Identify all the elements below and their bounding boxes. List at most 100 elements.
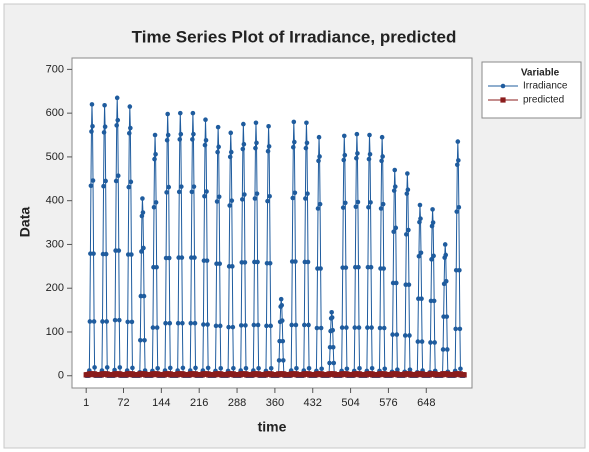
data-point bbox=[238, 323, 244, 328]
data-point bbox=[357, 366, 362, 371]
x-tick-label: 576 bbox=[379, 397, 397, 409]
data-point bbox=[114, 123, 119, 128]
data-point bbox=[226, 264, 232, 269]
data-point bbox=[164, 190, 169, 195]
data-point bbox=[457, 267, 462, 273]
data-point bbox=[353, 264, 358, 270]
data-point bbox=[142, 337, 147, 343]
data-point bbox=[264, 323, 269, 329]
data-point bbox=[356, 264, 361, 270]
x-tick-label: 288 bbox=[228, 397, 246, 409]
data-point bbox=[252, 259, 257, 265]
data-point bbox=[112, 367, 117, 373]
data-point bbox=[231, 366, 236, 371]
data-point bbox=[367, 132, 372, 138]
data-point bbox=[193, 365, 198, 371]
data-point bbox=[393, 225, 399, 231]
data-point bbox=[163, 255, 169, 261]
data-point bbox=[176, 255, 182, 260]
data-point bbox=[130, 365, 135, 371]
data-point bbox=[369, 325, 374, 330]
y-tick-label: 700 bbox=[46, 63, 64, 75]
data-point bbox=[216, 194, 222, 200]
data-point bbox=[444, 347, 450, 352]
data-point bbox=[302, 259, 308, 265]
data-point bbox=[403, 282, 409, 288]
data-point bbox=[315, 266, 320, 271]
data-point bbox=[167, 365, 173, 371]
data-point bbox=[125, 319, 131, 325]
data-point bbox=[163, 320, 168, 326]
data-point bbox=[264, 260, 270, 266]
data-point bbox=[340, 265, 345, 270]
data-point bbox=[366, 156, 372, 162]
data-point bbox=[355, 199, 361, 205]
data-point bbox=[155, 366, 160, 371]
y-tick-label: 200 bbox=[46, 282, 64, 294]
data-point bbox=[330, 344, 336, 350]
data-point bbox=[442, 242, 448, 247]
data-point bbox=[304, 140, 310, 146]
data-point bbox=[229, 198, 235, 203]
data-point bbox=[429, 223, 435, 229]
data-point bbox=[126, 184, 132, 190]
data-point bbox=[252, 196, 258, 201]
data-point bbox=[254, 140, 259, 146]
x-tick-label: 648 bbox=[417, 397, 435, 409]
data-point bbox=[240, 146, 246, 152]
data-point bbox=[88, 251, 93, 256]
data-point bbox=[341, 133, 347, 139]
data-point bbox=[290, 195, 296, 201]
data-point bbox=[377, 325, 383, 331]
data-point bbox=[405, 187, 411, 193]
data-point bbox=[87, 319, 93, 324]
chart-title: Time Series Plot of Irradiance, predicte… bbox=[132, 27, 457, 46]
data-point bbox=[204, 258, 210, 263]
data-point bbox=[458, 366, 463, 372]
data-point bbox=[267, 260, 273, 266]
data-point bbox=[251, 322, 257, 328]
data-point bbox=[266, 123, 271, 129]
data-point bbox=[164, 137, 170, 143]
data-point bbox=[292, 139, 297, 145]
data-point bbox=[339, 325, 345, 330]
data-point bbox=[443, 252, 449, 258]
data-point bbox=[267, 194, 272, 199]
data-point bbox=[205, 322, 210, 327]
data-point bbox=[293, 259, 298, 264]
data-point bbox=[441, 314, 446, 319]
data-point bbox=[92, 365, 97, 370]
data-point bbox=[115, 173, 121, 179]
data-point bbox=[281, 358, 286, 363]
data-point bbox=[392, 184, 398, 189]
data-point bbox=[217, 323, 223, 329]
data-point bbox=[114, 95, 120, 101]
data-point bbox=[153, 200, 159, 205]
x-tick-label: 72 bbox=[117, 397, 129, 409]
data-point bbox=[428, 340, 433, 345]
data-point bbox=[151, 204, 157, 210]
data-point bbox=[456, 158, 461, 163]
data-point bbox=[430, 220, 436, 225]
data-point bbox=[140, 196, 145, 201]
data-point bbox=[190, 110, 196, 116]
data-point bbox=[202, 142, 208, 148]
data-point bbox=[227, 203, 232, 208]
data-point bbox=[253, 145, 258, 151]
data-point bbox=[317, 201, 323, 207]
data-point bbox=[278, 296, 284, 302]
data-point bbox=[419, 339, 425, 344]
data-point bbox=[391, 229, 396, 235]
data-point bbox=[319, 366, 324, 372]
data-point bbox=[418, 250, 424, 256]
data-point bbox=[103, 251, 109, 257]
data-point bbox=[203, 137, 209, 143]
data-point bbox=[127, 104, 133, 109]
data-point bbox=[128, 179, 134, 185]
data-point bbox=[355, 151, 360, 156]
data-point bbox=[352, 325, 358, 330]
data-point bbox=[102, 124, 108, 130]
data-point bbox=[277, 338, 282, 344]
data-point bbox=[456, 204, 462, 210]
data-point bbox=[344, 325, 349, 330]
